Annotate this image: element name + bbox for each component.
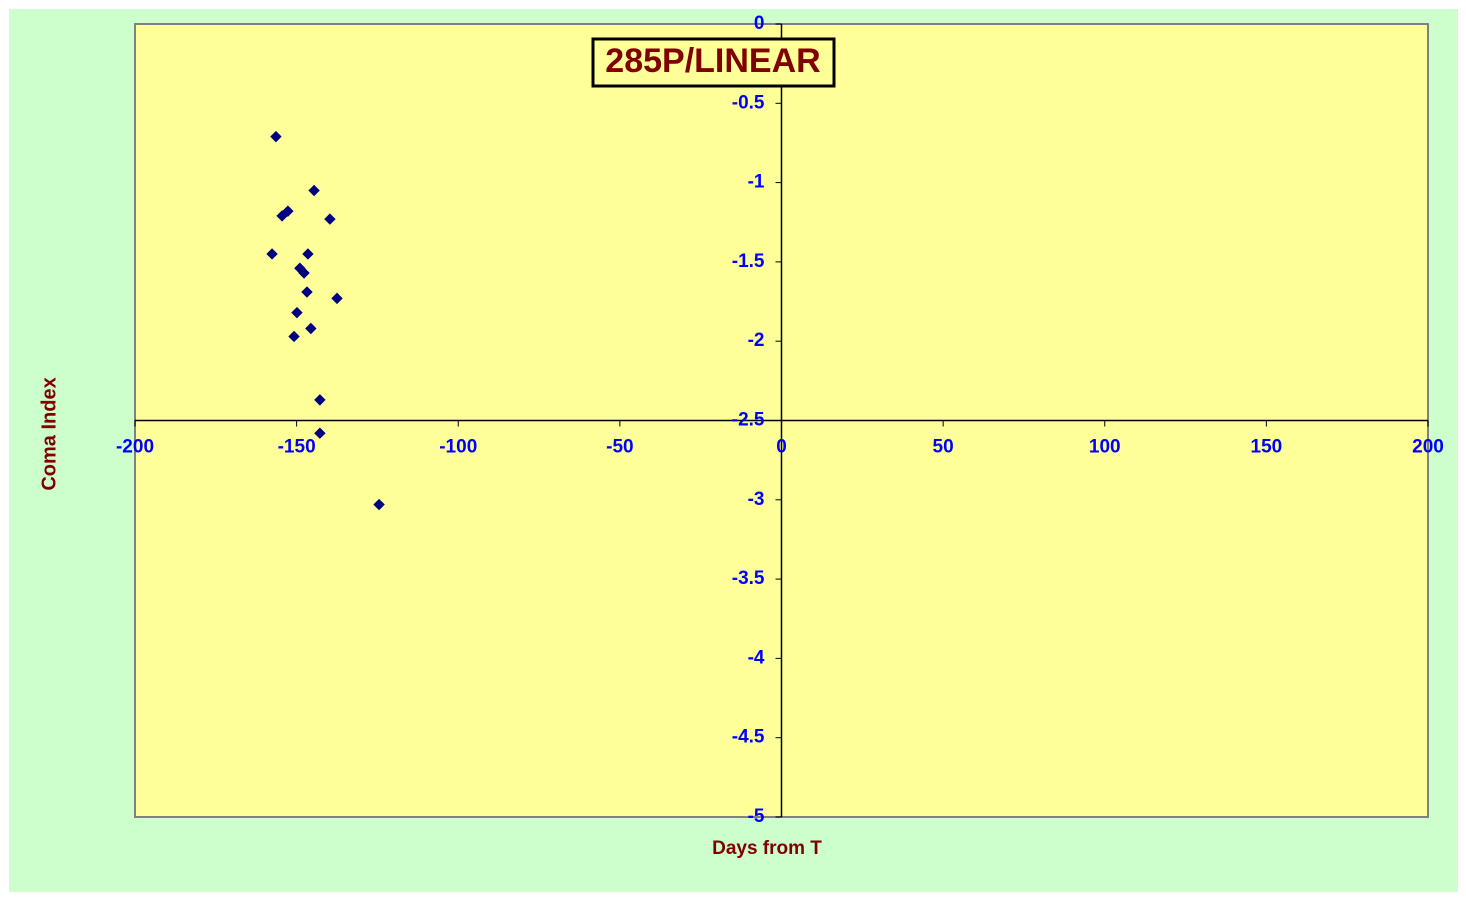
marks: -200 -150 -100 -50 0 50 100 150 200 0 -0.5 -1 -1.5 -2… bbox=[116, 13, 1444, 827]
point bbox=[291, 306, 303, 319]
point bbox=[288, 330, 300, 343]
chart-title: 285P/LINEAR bbox=[605, 42, 820, 80]
y-tick-label: -2 bbox=[748, 330, 765, 351]
x-tick-label: -200 bbox=[116, 437, 154, 458]
y-axis-label: Coma Index bbox=[38, 377, 60, 490]
point bbox=[324, 213, 336, 225]
point bbox=[302, 248, 314, 260]
y-tick-label: 0 bbox=[754, 13, 765, 34]
y-tick-label: -3 bbox=[748, 489, 765, 510]
y-tick-label: -1 bbox=[748, 172, 765, 193]
y-tick-label: -0.5 bbox=[732, 92, 765, 113]
x-tick-label: 100 bbox=[1089, 437, 1121, 458]
x-tick-label: -150 bbox=[278, 437, 316, 458]
x-axis-label: Days from T bbox=[712, 838, 822, 859]
y-tick-label: -5 bbox=[748, 806, 765, 827]
point bbox=[298, 267, 310, 279]
y-tick-label: -4.5 bbox=[732, 727, 765, 748]
point bbox=[373, 498, 385, 511]
title-box bbox=[591, 37, 836, 88]
point bbox=[305, 322, 317, 335]
point bbox=[308, 184, 320, 197]
x-tick-label: 200 bbox=[1412, 437, 1444, 458]
point bbox=[331, 292, 343, 305]
y-tick-label: -1.5 bbox=[732, 251, 765, 272]
y-tick-label: -3.5 bbox=[732, 568, 765, 589]
x-tick-label: 50 bbox=[933, 437, 954, 458]
x-tick-label: -100 bbox=[439, 437, 477, 458]
point bbox=[314, 427, 326, 439]
x-tick-label: 0 bbox=[776, 437, 787, 458]
point bbox=[266, 248, 278, 260]
point bbox=[270, 130, 282, 143]
point bbox=[314, 394, 326, 406]
y-tick-label: -4 bbox=[748, 647, 765, 668]
point bbox=[301, 286, 313, 298]
point bbox=[276, 210, 288, 222]
x-tick-label: -50 bbox=[606, 437, 633, 458]
y-tick-label: -2.5 bbox=[732, 410, 765, 431]
x-tick-label: 150 bbox=[1251, 437, 1283, 458]
